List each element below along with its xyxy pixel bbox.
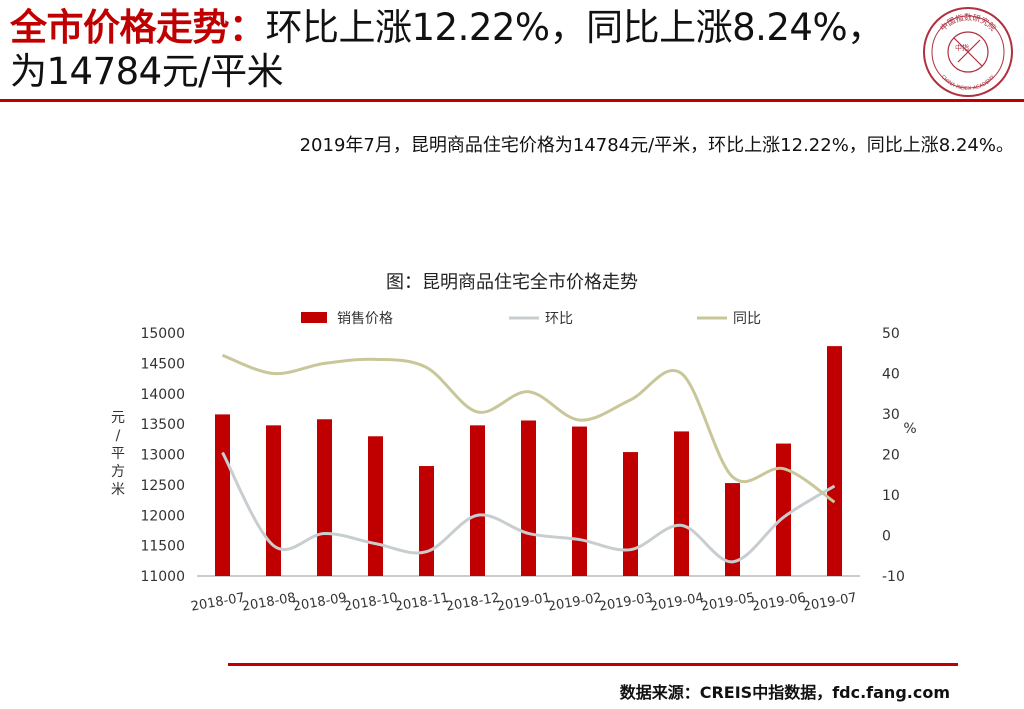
y2-tick-label: 40 <box>882 367 900 383</box>
x-tick-label: 2018-12 <box>445 590 501 614</box>
x-tick-label: 2018-11 <box>394 590 450 614</box>
legend-swatch-bar <box>301 312 327 323</box>
x-tick-label: 2018-07 <box>190 590 246 614</box>
price-bar <box>521 420 536 576</box>
price-bar <box>419 466 434 576</box>
y2-tick-label: 20 <box>882 448 900 464</box>
x-tick-label: 2019-02 <box>547 590 603 614</box>
y-tick-label: 11500 <box>140 539 185 555</box>
x-tick-label: 2019-04 <box>649 590 705 614</box>
price-bar <box>266 425 281 576</box>
price-bar <box>827 346 842 576</box>
y-tick-label: 12500 <box>140 478 185 494</box>
price-bar <box>368 436 383 576</box>
x-tick-label: 2019-01 <box>496 590 552 614</box>
price-bar <box>470 425 485 576</box>
legend-label: 环比 <box>545 311 573 327</box>
page-title: 全市价格走势：环比上涨12.22%，同比上涨8.24%，为14784元/平米 <box>10 6 890 94</box>
legend-label: 销售价格 <box>337 311 393 327</box>
x-tick-label: 2018-08 <box>241 590 297 614</box>
x-tick-label: 2018-10 <box>343 590 399 614</box>
y-axis-label: / <box>116 428 121 444</box>
price-bar <box>572 426 587 576</box>
data-source: 数据来源：CREIS中指数据，fdc.fang.com <box>619 683 950 702</box>
price-bar <box>776 443 791 576</box>
x-tick-label: 2019-06 <box>751 590 807 614</box>
y-tick-label: 11000 <box>140 569 185 585</box>
y-tick-label: 13000 <box>140 448 185 464</box>
y-axis-label: 米 <box>111 482 125 498</box>
x-tick-label: 2018-09 <box>292 590 348 614</box>
legend-label: 同比 <box>733 311 761 327</box>
y-tick-label: 15000 <box>140 326 185 342</box>
y2-axis-label: % <box>903 421 916 437</box>
chart-title: 图：昆明商品住宅全市价格走势 <box>386 272 638 293</box>
price-bar <box>725 483 740 576</box>
y2-tick-label: 30 <box>882 407 900 423</box>
description-text: 2019年7月，昆明商品住宅价格为14784元/平米，环比上涨12.22%，同比… <box>299 135 1014 156</box>
price-bar <box>317 419 332 576</box>
y-tick-label: 14500 <box>140 356 185 372</box>
y-tick-label: 14000 <box>140 387 185 403</box>
page-title-text: 环比上涨12.22%，同比上涨8.24%，为14784元/平米 <box>10 6 884 93</box>
y-axis-label: 元 <box>111 410 125 426</box>
y2-tick-label: 0 <box>882 529 891 545</box>
y-tick-label: 12000 <box>140 508 185 524</box>
y2-tick-label: 10 <box>882 488 900 504</box>
y-axis-label: 平 <box>111 446 125 462</box>
x-tick-label: 2019-05 <box>700 590 756 614</box>
china-index-academy-logo: 中国指数研究院 CHINA INDEX ACADEMY 中指 <box>923 7 1013 97</box>
y2-tick-label: 50 <box>882 326 900 342</box>
y-axis-label: 方 <box>111 464 125 480</box>
y2-tick-label: -10 <box>882 569 905 585</box>
price-bar <box>623 452 638 576</box>
footer-divider <box>228 663 958 666</box>
x-tick-label: 2019-03 <box>598 590 654 614</box>
x-tick-label: 2019-07 <box>802 590 858 614</box>
y-tick-label: 13500 <box>140 417 185 433</box>
page-title-highlight: 全市价格走势： <box>10 6 266 49</box>
price-bar <box>674 431 689 576</box>
price-bar <box>215 414 230 576</box>
logo-center-text: 中指 <box>955 43 969 52</box>
title-divider <box>0 99 1024 102</box>
